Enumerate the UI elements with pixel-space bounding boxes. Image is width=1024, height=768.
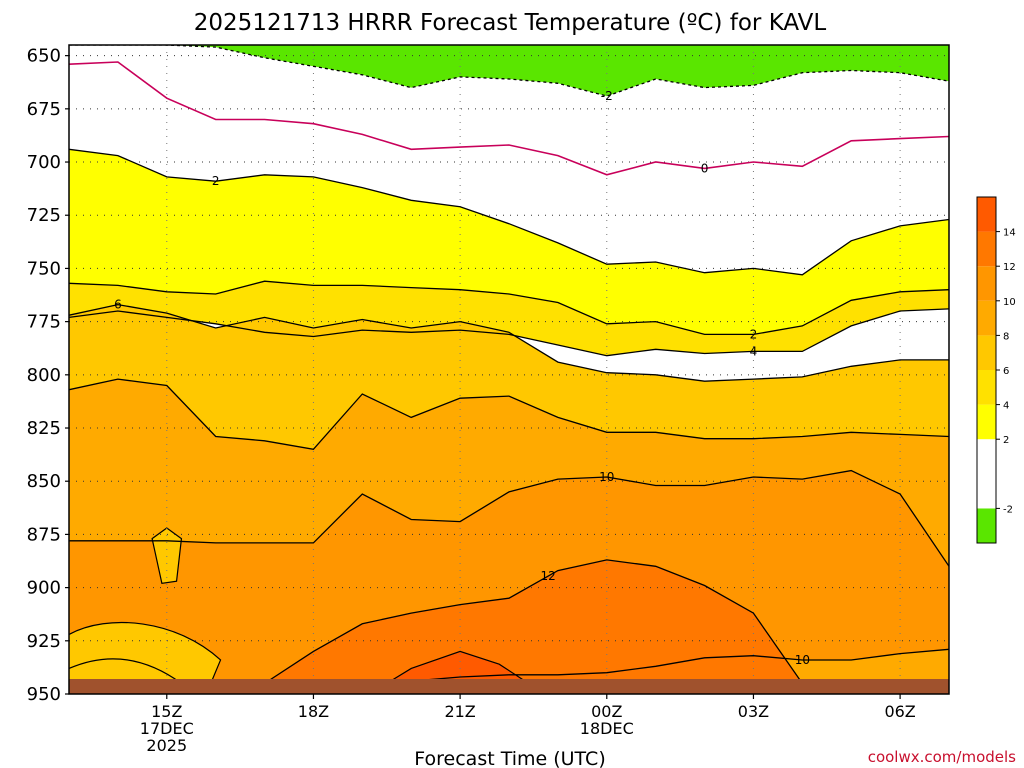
colorbar: -2 2 4 6 8 10 12 14	[976, 196, 1016, 544]
y-tick-label: 900	[27, 578, 61, 599]
isotherm-pocket	[69, 621, 222, 684]
colorbar-bin	[977, 266, 996, 301]
colorbar-tick-label: 12	[1003, 262, 1016, 273]
y-tick-label: 675	[27, 99, 61, 120]
contour-label: 0	[701, 161, 709, 175]
y-tick-label: 925	[27, 631, 61, 652]
isotherm-10	[69, 469, 949, 567]
band-6-to-8	[69, 304, 949, 450]
x-tick-label: 15Z	[151, 702, 182, 721]
x-tick-label: 17DEC	[140, 719, 194, 738]
colorbar-bin	[977, 439, 996, 509]
colorbar-bin	[977, 300, 996, 336]
isotherm-layer	[69, 45, 949, 685]
x-tick-label: 21Z	[444, 702, 475, 721]
temperature-fill-layer	[69, 45, 949, 694]
isotherm-8	[69, 378, 949, 451]
contour-label: 2	[212, 174, 220, 188]
y-tick-label: 875	[27, 524, 61, 545]
colorbar-tick-label: 8	[1003, 331, 1009, 342]
ground-band	[69, 679, 949, 694]
isotherm-4	[69, 308, 949, 357]
colorbar-bin	[977, 370, 996, 405]
y-tick-label: 850	[27, 471, 61, 492]
isotherm-pocket	[69, 658, 182, 684]
y-tick-label: 650	[27, 46, 61, 67]
contour-labels: -2 0 2 2 4 6 10 10 12	[114, 89, 810, 667]
contour-label: 12	[540, 569, 555, 583]
y-axis: 650 675 700 725 750 775 800 825 850 875 900 925 950	[27, 46, 69, 705]
colorbar-tick-label: 4	[1003, 401, 1009, 412]
isotherm-14	[386, 650, 529, 684]
cool-pocket-left	[69, 622, 221, 684]
y-tick-label: 725	[27, 205, 61, 226]
y-tick-label: 775	[27, 312, 61, 333]
colorbar-bin	[977, 508, 996, 543]
contour-label: 4	[750, 344, 758, 358]
x-tick-label: 06Z	[884, 702, 915, 721]
colorbar-tick-label: 10	[1003, 297, 1016, 308]
isotherm-6	[69, 303, 949, 382]
x-tick-label: 00Z	[591, 702, 622, 721]
plot-frame	[68, 44, 950, 695]
x-tick-label: 18Z	[298, 702, 329, 721]
y-tick-label: 825	[27, 418, 61, 439]
x-axis-label: Forecast Time (UTC)	[414, 748, 605, 768]
contour-label: -2	[601, 89, 613, 103]
y-tick-label: 800	[27, 365, 61, 386]
x-tick-label: 18DEC	[580, 719, 634, 738]
colorbar-bin	[977, 197, 996, 232]
colorbar-tick-label: 6	[1003, 366, 1009, 377]
contour-label: 10	[599, 470, 614, 484]
credit-text: coolwx.com/models	[868, 748, 1016, 766]
colorbar-tick-label: 14	[1003, 228, 1016, 239]
isotherm-2	[69, 280, 949, 336]
x-tick-label: 03Z	[738, 702, 769, 721]
band-12-to-14	[69, 559, 949, 694]
band-2-to-4	[69, 149, 949, 335]
colorbar-bin	[977, 335, 996, 370]
y-tick-label: 950	[27, 684, 61, 705]
contour-label: 10	[795, 653, 810, 667]
x-tick-label: 2025	[146, 736, 187, 755]
isotherm-neg2	[69, 45, 949, 97]
colorbar-tick-label: -2	[1003, 504, 1013, 515]
cool-cell-875	[151, 527, 183, 585]
band-below-neg2	[69, 45, 949, 97]
isotherm-0	[69, 61, 949, 176]
colorbar-tick-label: 2	[1003, 435, 1009, 446]
band-4-to-6	[69, 281, 949, 356]
colorbar-bin	[977, 231, 996, 267]
colorbar-bin	[977, 404, 996, 440]
y-tick-label: 750	[27, 258, 61, 279]
chart-title: 2025121713 HRRR Forecast Temperature (ºC…	[194, 10, 827, 36]
contour-label: 2	[750, 327, 758, 341]
y-tick-label: 700	[27, 152, 61, 173]
contour-label: 6	[114, 298, 122, 312]
isotherm-2	[69, 148, 949, 276]
